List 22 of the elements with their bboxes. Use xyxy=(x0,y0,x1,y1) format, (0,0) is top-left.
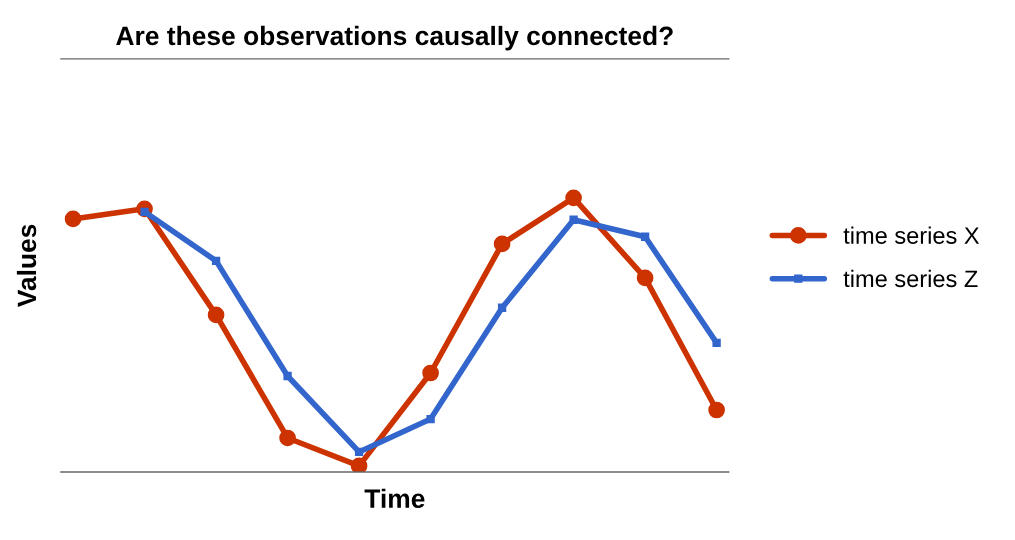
point xyxy=(497,303,507,312)
point xyxy=(708,401,725,419)
legend-label: time series X xyxy=(843,226,980,244)
point xyxy=(565,189,582,207)
point xyxy=(354,447,364,457)
x-axis-title: Time xyxy=(364,488,425,509)
point xyxy=(712,338,721,348)
point xyxy=(350,457,368,472)
legend-label: time series Z xyxy=(843,269,978,288)
point xyxy=(636,269,654,287)
chart-title: Are these observations causally connected? xyxy=(116,25,673,51)
point xyxy=(283,371,292,381)
point xyxy=(64,210,82,228)
point xyxy=(422,364,439,382)
point xyxy=(493,235,511,253)
y-axis-title: Values xyxy=(16,224,37,308)
point xyxy=(279,429,296,447)
point xyxy=(207,306,225,324)
point xyxy=(640,232,650,241)
point xyxy=(569,215,578,224)
point xyxy=(426,414,435,424)
point xyxy=(211,256,221,266)
